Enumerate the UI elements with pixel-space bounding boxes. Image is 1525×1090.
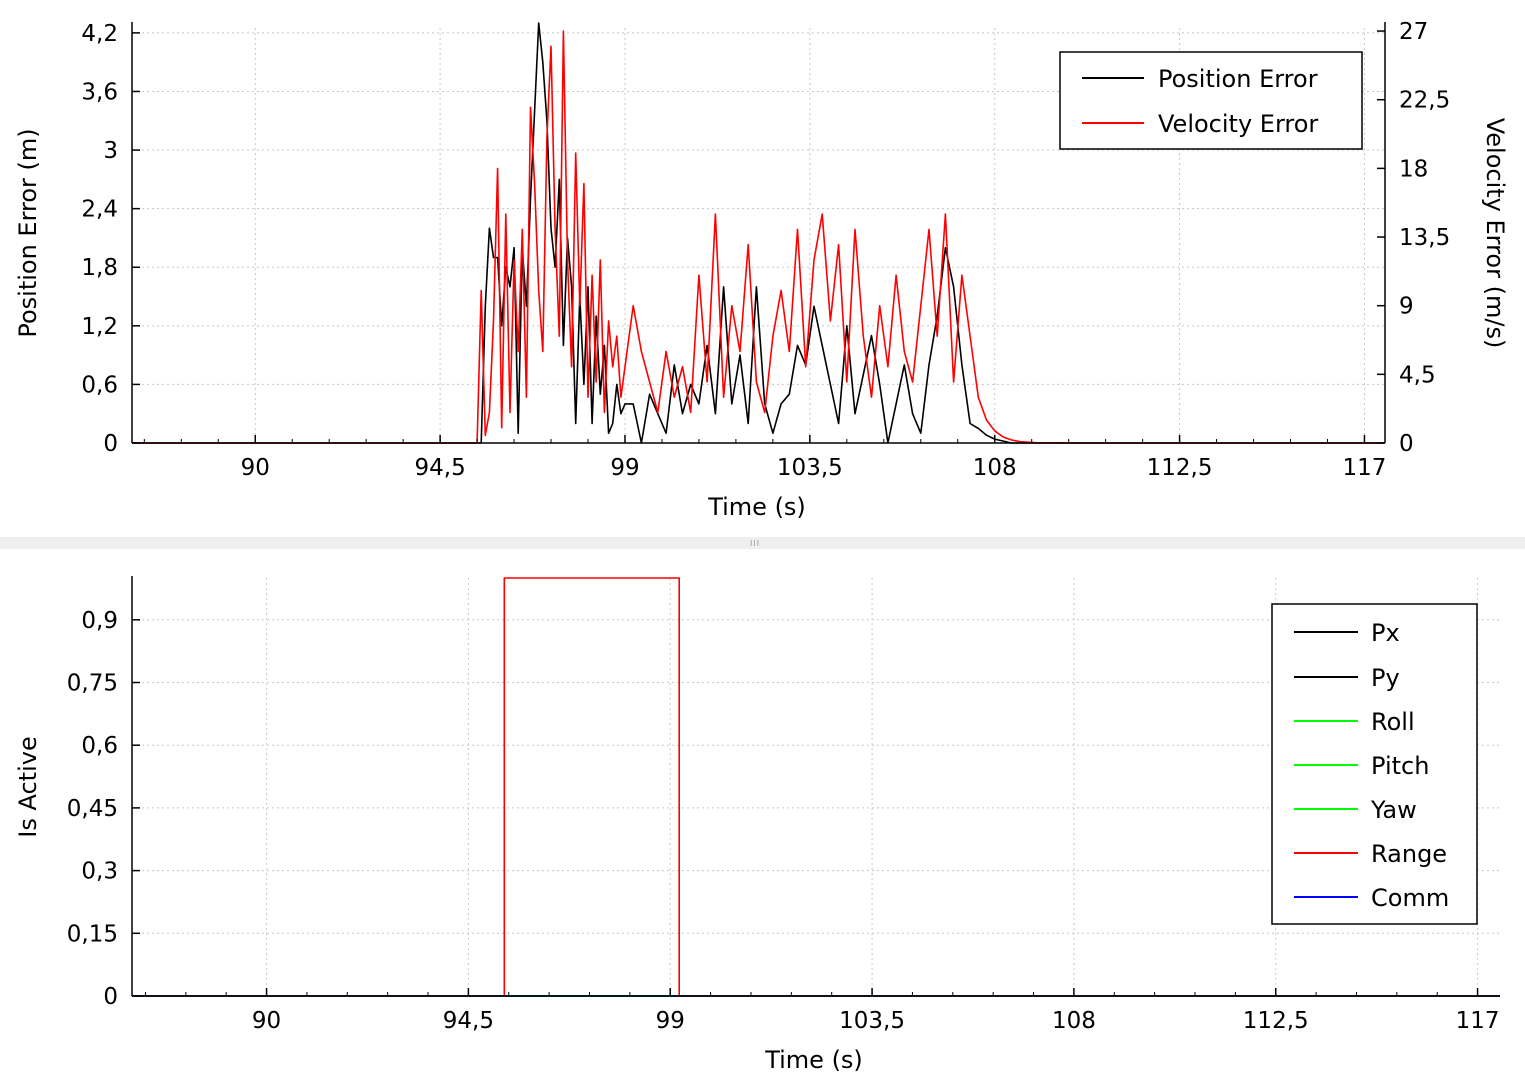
bottom-y-tick-label: 0,9 — [81, 608, 118, 634]
top-y-tick-label: 3,6 — [81, 79, 118, 105]
top-series — [132, 22, 1385, 444]
top-y-tick-label: 1,2 — [81, 314, 118, 340]
legend-label-position-error: Position Error — [1158, 65, 1318, 93]
top-x-tick-label: 99 — [610, 455, 639, 481]
bottom-x-tick-label: 108 — [1052, 1008, 1096, 1034]
bottom-x-axis-label: Time (s) — [764, 1046, 863, 1074]
bottom-legend: Px Py Roll Pitch Yaw Range Comm — [1271, 603, 1478, 925]
top-x-tick-label: 94,5 — [415, 455, 466, 481]
series-velocity-error — [132, 30, 1385, 444]
bottom-chart: 90 94,5 99 103,5 108 112,5 117 0 0,15 0,3 0,45 0,6 0… — [14, 576, 1500, 1074]
bottom-y-tick-label: 0,15 — [67, 921, 118, 947]
bottom-y-tick-label: 0,3 — [81, 859, 118, 885]
top-chart: 90 94,5 99 103,5 108 112,5 11700,61,21,82,433,… — [14, 19, 1509, 521]
legend-label-range: Range — [1371, 840, 1447, 868]
top-y-right-tick-label: 22,5 — [1399, 88, 1450, 114]
bottom-ticks: 90 94,5 99 103,5 108 112,5 117 0 0,15 0,3 0,45 0,6 0… — [67, 608, 1500, 1034]
legend-label-py: Py — [1371, 664, 1400, 692]
top-y-tick-label: 4,2 — [81, 21, 118, 47]
legend-label-roll: Roll — [1371, 708, 1415, 736]
top-y-right-axis-label: Velocity Error (m/s) — [1481, 118, 1509, 349]
bottom-axes — [131, 576, 1500, 997]
top-x-tick-label: 117 — [1343, 455, 1387, 481]
splitter-grip-icon: III — [750, 539, 761, 548]
legend-label-yaw: Yaw — [1370, 796, 1417, 824]
bottom-y-axis-label: Is Active — [14, 736, 42, 837]
top-y-tick-label: 1,8 — [81, 255, 118, 281]
bottom-x-tick-label: 112,5 — [1243, 1008, 1309, 1034]
top-y-right-tick-label: 4,5 — [1399, 362, 1436, 388]
legend-label-velocity-error: Velocity Error — [1158, 110, 1318, 138]
bottom-y-tick-label: 0,6 — [81, 733, 118, 759]
top-x-axis-label: Time (s) — [707, 493, 806, 521]
top-y-tick-label: 3 — [103, 138, 118, 164]
top-y-right-tick-label: 18 — [1399, 156, 1428, 182]
top-x-tick-label: 108 — [973, 455, 1017, 481]
bottom-x-tick-label: 90 — [252, 1008, 281, 1034]
legend-label-px: Px — [1371, 619, 1400, 647]
series-position-error — [132, 22, 1385, 444]
top-y-right-tick-label: 13,5 — [1399, 225, 1450, 251]
top-x-tick-label: 103,5 — [777, 455, 843, 481]
bottom-y-tick-label: 0,45 — [67, 796, 118, 822]
top-y-tick-label: 0,6 — [81, 372, 118, 398]
legend-label-pitch: Pitch — [1371, 752, 1429, 780]
top-y-right-tick-label: 9 — [1399, 294, 1414, 320]
top-legend-box — [1059, 51, 1363, 150]
bottom-x-tick-label: 99 — [656, 1008, 685, 1034]
bottom-x-tick-label: 94,5 — [443, 1008, 494, 1034]
legend-label-comm: Comm — [1371, 884, 1449, 912]
top-legend: Position Error Velocity Error — [1059, 51, 1363, 150]
bottom-y-tick-label: 0 — [103, 984, 118, 1010]
bottom-y-tick-label: 0,75 — [67, 671, 118, 697]
bottom-x-tick-label: 117 — [1456, 1008, 1500, 1034]
top-y-tick-label: 0 — [103, 431, 118, 457]
top-x-tick-label: 112,5 — [1147, 455, 1213, 481]
top-y-right-tick-label: 0 — [1399, 431, 1414, 457]
bottom-x-tick-label: 103,5 — [839, 1008, 905, 1034]
top-y-tick-label: 2,4 — [81, 197, 118, 223]
top-ticks: 90 94,5 99 103,5 108 112,5 11700,61,21,82,433,… — [81, 19, 1450, 481]
plot-splitter-handle[interactable]: III — [0, 537, 1525, 549]
top-y-left-axis-label: Position Error (m) — [14, 128, 42, 337]
top-y-right-tick-label: 27 — [1399, 19, 1428, 45]
top-x-tick-label: 90 — [241, 455, 270, 481]
